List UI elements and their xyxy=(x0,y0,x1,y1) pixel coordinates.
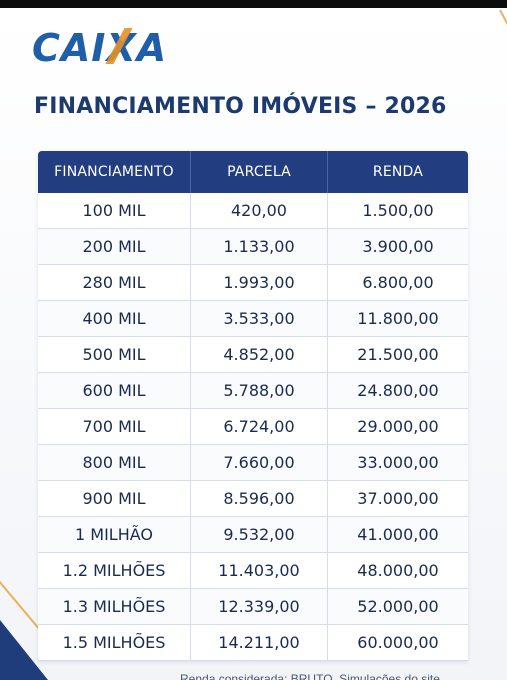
column-header-parcela: PARCELA xyxy=(191,151,328,193)
cell-financiamento: 900 MIL xyxy=(38,481,191,517)
table-row: 100 MIL 420,00 1.500,00 xyxy=(38,193,468,229)
cell-parcela: 7.660,00 xyxy=(191,445,328,481)
cell-parcela: 1.993,00 xyxy=(191,265,328,301)
table-row: 500 MIL 4.852,00 21.500,00 xyxy=(38,337,468,373)
cell-parcela: 1.133,00 xyxy=(191,229,328,265)
logo-wordmark: CAIXA xyxy=(32,26,168,70)
cell-renda: 33.000,00 xyxy=(328,445,468,481)
cell-renda: 41.000,00 xyxy=(328,517,468,553)
table-row: 800 MIL 7.660,00 33.000,00 xyxy=(38,445,468,481)
table-row: 200 MIL 1.133,00 3.900,00 xyxy=(38,229,468,265)
table-row: 900 MIL 8.596,00 37.000,00 xyxy=(38,481,468,517)
cell-parcela: 14.211,00 xyxy=(191,625,328,661)
cell-renda: 37.000,00 xyxy=(328,481,468,517)
table-row: 1.2 MILHÕES 11.403,00 48.000,00 xyxy=(38,553,468,589)
cell-financiamento: 800 MIL xyxy=(38,445,191,481)
cell-parcela: 8.596,00 xyxy=(191,481,328,517)
cell-financiamento: 100 MIL xyxy=(38,193,191,229)
cell-renda: 60.000,00 xyxy=(328,625,468,661)
financing-table: FINANCIAMENTO PARCELA RENDA 100 MIL 420,… xyxy=(38,151,468,661)
cell-renda: 11.800,00 xyxy=(328,301,468,337)
table-header-row: FINANCIAMENTO PARCELA RENDA xyxy=(38,151,468,193)
cell-renda: 52.000,00 xyxy=(328,589,468,625)
cell-parcela: 5.788,00 xyxy=(191,373,328,409)
cell-renda: 3.900,00 xyxy=(328,229,468,265)
column-header-renda: RENDA xyxy=(328,151,468,193)
cell-parcela: 4.852,00 xyxy=(191,337,328,373)
caixa-logo: CAIXA xyxy=(32,26,167,70)
cell-parcela: 420,00 xyxy=(191,193,328,229)
cell-financiamento: 1 MILHÃO xyxy=(38,517,191,553)
top-edge-bar xyxy=(0,0,507,8)
column-header-financiamento: FINANCIAMENTO xyxy=(38,151,191,193)
cell-parcela: 9.532,00 xyxy=(191,517,328,553)
cell-renda: 21.500,00 xyxy=(328,337,468,373)
cell-financiamento: 1.3 MILHÕES xyxy=(38,589,191,625)
table-row: 600 MIL 5.788,00 24.800,00 xyxy=(38,373,468,409)
footnote: Renda considerada: BRUTO. Simulações do … xyxy=(180,672,440,680)
cell-financiamento: 400 MIL xyxy=(38,301,191,337)
table-row: 1.3 MILHÕES 12.339,00 52.000,00 xyxy=(38,589,468,625)
decorative-stripe-top-right xyxy=(499,9,507,62)
page-title: FINANCIAMENTO IMÓVEIS – 2026 xyxy=(34,94,447,119)
flyer: CAIXA FINANCIAMENTO IMÓVEIS – 2026 FINAN… xyxy=(0,8,507,680)
table-row: 1.5 MILHÕES 14.211,00 60.000,00 xyxy=(38,625,468,661)
cell-financiamento: 1.2 MILHÕES xyxy=(38,553,191,589)
table-row: 280 MIL 1.993,00 6.800,00 xyxy=(38,265,468,301)
cell-renda: 48.000,00 xyxy=(328,553,468,589)
cell-financiamento: 700 MIL xyxy=(38,409,191,445)
cell-parcela: 12.339,00 xyxy=(191,589,328,625)
cell-renda: 24.800,00 xyxy=(328,373,468,409)
cell-financiamento: 280 MIL xyxy=(38,265,191,301)
cell-financiamento: 200 MIL xyxy=(38,229,191,265)
cell-parcela: 6.724,00 xyxy=(191,409,328,445)
table-row: 1 MILHÃO 9.532,00 41.000,00 xyxy=(38,517,468,553)
cell-parcela: 11.403,00 xyxy=(191,553,328,589)
table-row: 400 MIL 3.533,00 11.800,00 xyxy=(38,301,468,337)
cell-financiamento: 600 MIL xyxy=(38,373,191,409)
table-row: 700 MIL 6.724,00 29.000,00 xyxy=(38,409,468,445)
cell-financiamento: 1.5 MILHÕES xyxy=(38,625,191,661)
cell-renda: 1.500,00 xyxy=(328,193,468,229)
cell-financiamento: 500 MIL xyxy=(38,337,191,373)
cell-parcela: 3.533,00 xyxy=(191,301,328,337)
cell-renda: 6.800,00 xyxy=(328,265,468,301)
cell-renda: 29.000,00 xyxy=(328,409,468,445)
